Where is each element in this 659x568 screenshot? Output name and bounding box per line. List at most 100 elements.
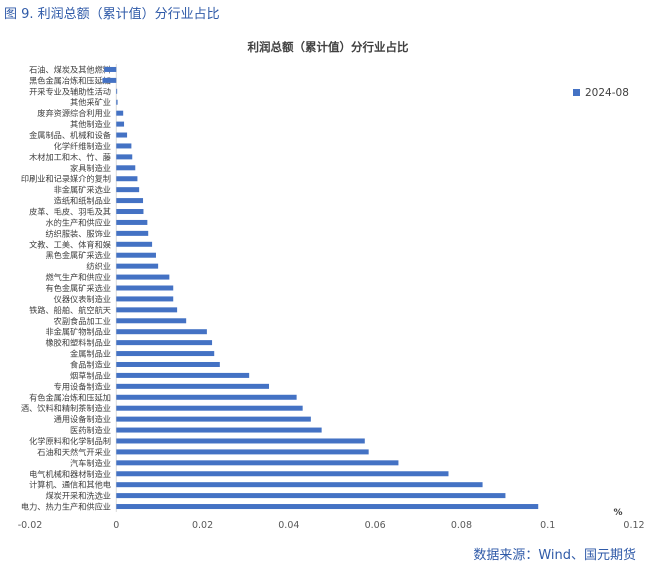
bar-15 <box>116 219 148 225</box>
category-label: 仪器仪表制造业 <box>54 294 111 304</box>
bar-3 <box>116 88 118 94</box>
bar-12 <box>116 187 140 193</box>
category-label: 烟草制品业 <box>70 370 111 380</box>
category-label: 有色金属矿采选业 <box>45 283 111 293</box>
category-label: 农副食品加工业 <box>54 316 111 326</box>
category-label: 计算机、通信和其他电 <box>29 480 111 490</box>
category-label: 医药制造业 <box>70 425 111 435</box>
bar-33 <box>116 416 311 422</box>
bar-2 <box>102 77 117 83</box>
category-label: 橡胶和塑料制品业 <box>45 338 111 348</box>
category-label: 通用设备制造业 <box>54 414 111 424</box>
bar-14 <box>116 209 144 215</box>
category-labels: 石油、煤炭及其他燃料黑色金属冶炼和压延加开采专业及辅助性活动其他采矿业废弃资源综… <box>21 64 111 511</box>
bar-17 <box>116 241 153 247</box>
category-label: 印刷业和记录媒介的复制 <box>21 174 111 184</box>
x-tick-label: 0.02 <box>192 520 213 531</box>
category-label: 非金属矿物制品业 <box>45 327 111 337</box>
bar-19 <box>116 263 159 269</box>
legend-swatch <box>573 89 580 96</box>
bar-18 <box>116 252 156 258</box>
x-tick-label: 0.06 <box>365 520 386 531</box>
category-label: 纺织服装、服饰业 <box>45 228 111 238</box>
x-tick-labels: -0.02 0 0.02 0.04 0.06 0.08 0.1 0.12 <box>18 520 645 531</box>
category-label: 汽车制造业 <box>70 458 111 468</box>
category-label: 其他采矿业 <box>70 97 111 107</box>
category-label: 化学原料和化学制品制 <box>29 436 111 446</box>
bar-39 <box>116 482 483 488</box>
x-tick-label: 0.12 <box>623 520 644 531</box>
bar-29 <box>116 372 250 378</box>
bar-22 <box>116 296 174 302</box>
category-label: 石油和天然气开采业 <box>37 447 111 457</box>
bar-38 <box>116 471 449 477</box>
bar-9 <box>116 154 133 160</box>
bar-41 <box>116 504 539 510</box>
legend: 2024-08 <box>573 87 629 99</box>
bar-31 <box>116 394 297 400</box>
category-label: 燃气生产和供应业 <box>45 272 111 282</box>
category-label: 木材加工和木、竹、藤 <box>29 152 111 162</box>
category-label: 有色金属冶炼和压延加 <box>29 392 111 402</box>
bar-27 <box>116 351 215 357</box>
bar-37 <box>116 460 399 466</box>
category-label: 煤炭开采和洗选业 <box>45 491 111 501</box>
bar-21 <box>116 285 174 291</box>
bar-34 <box>116 427 322 433</box>
x-tick-label: -0.02 <box>18 520 43 531</box>
bar-23 <box>116 307 178 313</box>
category-label: 金属制品、机械和设备 <box>29 130 111 140</box>
bar-6 <box>116 121 125 127</box>
bar-24 <box>116 318 187 324</box>
category-label: 酒、饮料和精制茶制造业 <box>21 403 111 413</box>
bar-4 <box>116 99 118 105</box>
bar-5 <box>116 110 124 116</box>
category-label: 专用设备制造业 <box>54 381 111 391</box>
category-label: 皮革、毛皮、羽毛及其 <box>29 207 111 217</box>
category-label: 纺织业 <box>86 261 111 271</box>
data-source: 数据来源：Wind、国元期货 <box>473 547 636 563</box>
bar-35 <box>116 438 365 444</box>
bar-25 <box>116 329 207 335</box>
bar-chart: 利润总额（累计值）分行业占比 2024-08 石油、煤炭及其他燃料黑色金属冶炼和… <box>18 40 645 531</box>
bars <box>102 66 539 510</box>
bar-11 <box>116 176 138 182</box>
category-label: 废弃资源综合利用业 <box>37 108 111 118</box>
category-label: 黑色金属矿采选业 <box>45 250 111 260</box>
x-tick-label: 0 <box>113 520 119 531</box>
category-label: 水的生产和供应业 <box>45 217 111 227</box>
category-label: 铁路、船舶、航空航天 <box>29 305 111 315</box>
category-label: 家具制造业 <box>70 163 111 173</box>
bar-36 <box>116 449 369 455</box>
x-tick-label: 0.1 <box>540 520 555 531</box>
category-label: 其他制造业 <box>70 119 111 129</box>
bar-7 <box>116 132 128 138</box>
bar-30 <box>116 383 270 389</box>
chart-title: 利润总额（累计值）分行业占比 <box>247 40 409 54</box>
bar-8 <box>116 143 132 149</box>
category-label: 造纸和纸制品业 <box>54 196 111 206</box>
figure-caption: 图 9. 利润总额（累计值）分行业占比 <box>4 6 220 22</box>
category-label: 非金属矿采选业 <box>54 185 111 195</box>
x-tick-label: 0.04 <box>278 520 299 531</box>
bar-1 <box>104 66 117 72</box>
category-label: 电气机械和器材制造业 <box>29 469 111 479</box>
bar-10 <box>116 165 136 171</box>
bar-16 <box>116 230 149 236</box>
category-label: 开采专业及辅助性活动 <box>29 86 111 96</box>
x-tick-label: 0.08 <box>451 520 472 531</box>
category-label: 电力、热力生产和供应业 <box>21 502 111 512</box>
category-label: 食品制造业 <box>70 359 111 369</box>
bar-26 <box>116 340 213 346</box>
category-label: 金属制品业 <box>70 349 111 359</box>
bar-32 <box>116 405 303 411</box>
category-label: 文教、工美、体育和娱 <box>29 239 111 249</box>
x-unit-label: % <box>613 508 622 518</box>
legend-label: 2024-08 <box>585 87 629 99</box>
category-label: 黑色金属冶炼和压延加 <box>29 75 111 85</box>
bar-20 <box>116 274 170 280</box>
category-label: 石油、煤炭及其他燃料 <box>29 64 111 74</box>
category-label: 化学纤维制造业 <box>54 141 111 151</box>
bar-13 <box>116 198 144 204</box>
